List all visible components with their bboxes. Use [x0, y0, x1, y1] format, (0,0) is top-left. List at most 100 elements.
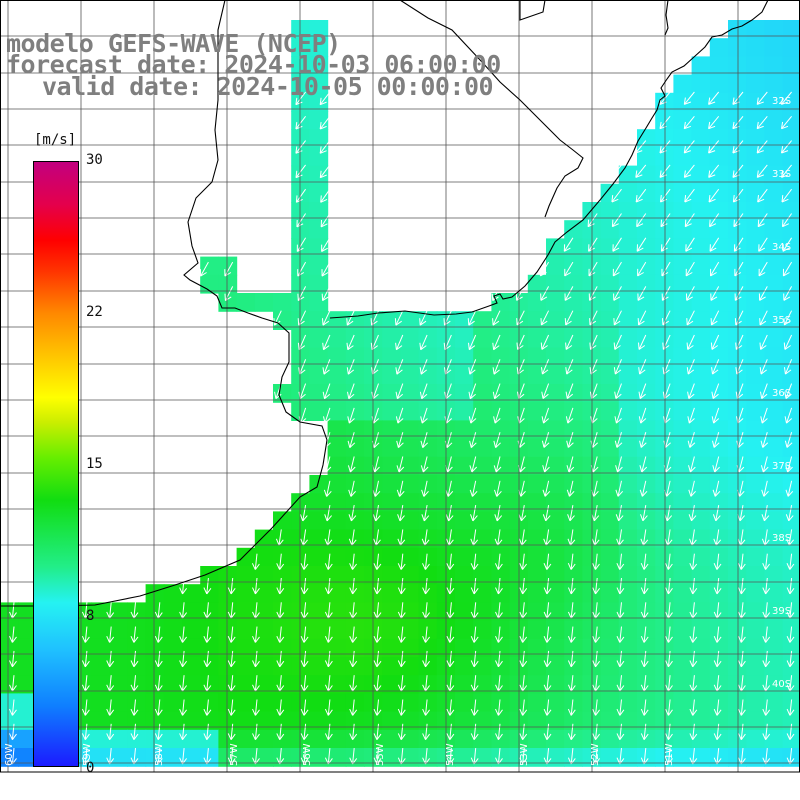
wind-speed-cell	[673, 456, 693, 476]
wind-speed-cell	[309, 256, 329, 276]
wind-speed-cell	[691, 347, 711, 367]
wind-speed-cell	[564, 329, 583, 349]
wind-arrow	[712, 480, 721, 497]
wind-arrow	[614, 383, 622, 399]
wind-arrow	[711, 359, 720, 375]
wind-speed-cell	[345, 748, 365, 767]
wind-speed-cell	[455, 547, 474, 567]
wind-speed-cell	[455, 511, 474, 531]
wind-arrow	[469, 456, 478, 473]
wind-speed-cell	[491, 475, 511, 494]
wind-speed-cell	[728, 693, 747, 713]
wind-speed-cell	[455, 438, 474, 458]
wind-speed-cell	[382, 438, 401, 458]
wind-arrow	[493, 407, 501, 424]
wind-speed-cell	[491, 511, 511, 531]
wind-arrow	[395, 359, 404, 375]
wind-speed-cell	[600, 274, 620, 294]
wind-speed-cell	[782, 675, 800, 694]
wind-speed-cell	[327, 675, 347, 694]
wind-arrow	[688, 456, 696, 473]
wind-speed-cell	[473, 347, 492, 367]
wind-speed-cell	[200, 256, 219, 276]
wind-arrow	[665, 699, 673, 716]
wind-speed-cell	[673, 347, 693, 367]
wind-arrow	[540, 310, 550, 326]
wind-arrow	[708, 115, 720, 130]
wind-speed-cell	[236, 602, 256, 622]
longitude-labels: 60W 59W 58W 57W 56W 55W 54W 53W 52W 51W	[4, 743, 675, 766]
wind-speed-cell	[746, 638, 765, 658]
wind-speed-cell	[345, 693, 365, 713]
wind-speed-cell	[746, 620, 765, 640]
wind-speed-cell	[0, 657, 19, 676]
wind-speed-cell	[764, 475, 784, 494]
wind-arrow	[567, 602, 576, 619]
wind-speed-cell	[564, 293, 583, 312]
wind-speed-cell	[564, 602, 583, 622]
wind-arrow	[761, 480, 769, 497]
wind-arrow	[470, 626, 479, 643]
wind-arrow	[298, 359, 307, 375]
wind-arrow	[495, 650, 503, 668]
wind-arrow	[130, 650, 139, 668]
wind-speed-cell	[400, 729, 420, 749]
wind-speed-cell	[527, 657, 547, 676]
wind-arrow	[227, 699, 236, 716]
wind-arrow	[297, 286, 307, 302]
wind-arrow	[684, 188, 695, 203]
wind-arrow	[470, 699, 479, 716]
wind-arrow	[106, 675, 115, 692]
wind-arrow	[759, 334, 768, 350]
wind-speed-cell	[455, 420, 474, 440]
wind-speed-cell	[145, 620, 165, 640]
wind-arrow	[394, 310, 404, 326]
wind-arrow	[347, 383, 355, 400]
wind-speed-cell	[382, 456, 401, 476]
wind-speed-cell	[564, 420, 583, 440]
wind-speed-cell	[546, 584, 565, 603]
wind-speed-cell	[673, 420, 693, 440]
wind-speed-cell	[546, 511, 565, 531]
wind-speed-cell	[709, 675, 729, 694]
wind-arrow	[470, 723, 479, 740]
wind-speed-cell	[673, 729, 693, 749]
wind-arrow	[420, 432, 429, 448]
wind-arrow	[786, 529, 794, 546]
wind-speed-cell	[637, 438, 656, 458]
wind-arrow	[324, 553, 333, 570]
wind-speed-cell	[673, 402, 693, 421]
wind-arrow	[640, 602, 649, 619]
wind-speed-cell	[109, 602, 128, 622]
wind-arrow	[564, 310, 574, 326]
wind-arrow	[683, 164, 695, 178]
wind-speed-cell	[254, 602, 274, 622]
wind-speed-cell	[327, 620, 347, 640]
wind-arrow	[322, 334, 331, 351]
wind-speed-cell	[163, 711, 183, 731]
wind-speed-cell	[782, 329, 800, 349]
wind-arrow	[130, 699, 139, 716]
wind-arrow	[373, 577, 382, 595]
wind-speed-cell	[455, 329, 474, 349]
wind-arrow	[395, 334, 404, 351]
wind-speed-cell	[618, 620, 638, 640]
wind-speed-cell	[600, 238, 620, 258]
wind-speed-cell	[600, 675, 620, 694]
wind-arrow	[689, 699, 698, 716]
wind-speed-cell	[546, 293, 565, 312]
wind-speed-cell	[327, 420, 347, 440]
wind-speed-cell	[618, 675, 638, 694]
wind-arrow	[494, 529, 503, 546]
wind-speed-cell	[418, 638, 438, 658]
wind-speed-cell	[600, 566, 620, 585]
wind-arrow	[711, 407, 720, 424]
wind-speed-cell	[600, 584, 620, 603]
wind-speed-cell	[400, 365, 420, 385]
wind-speed-cell	[709, 438, 729, 458]
wind-speed-cell	[218, 584, 238, 603]
wind-arrow	[756, 140, 768, 154]
wind-speed-cell	[527, 438, 547, 458]
wind-speed-cell	[691, 183, 711, 203]
wind-arrow	[324, 723, 333, 740]
